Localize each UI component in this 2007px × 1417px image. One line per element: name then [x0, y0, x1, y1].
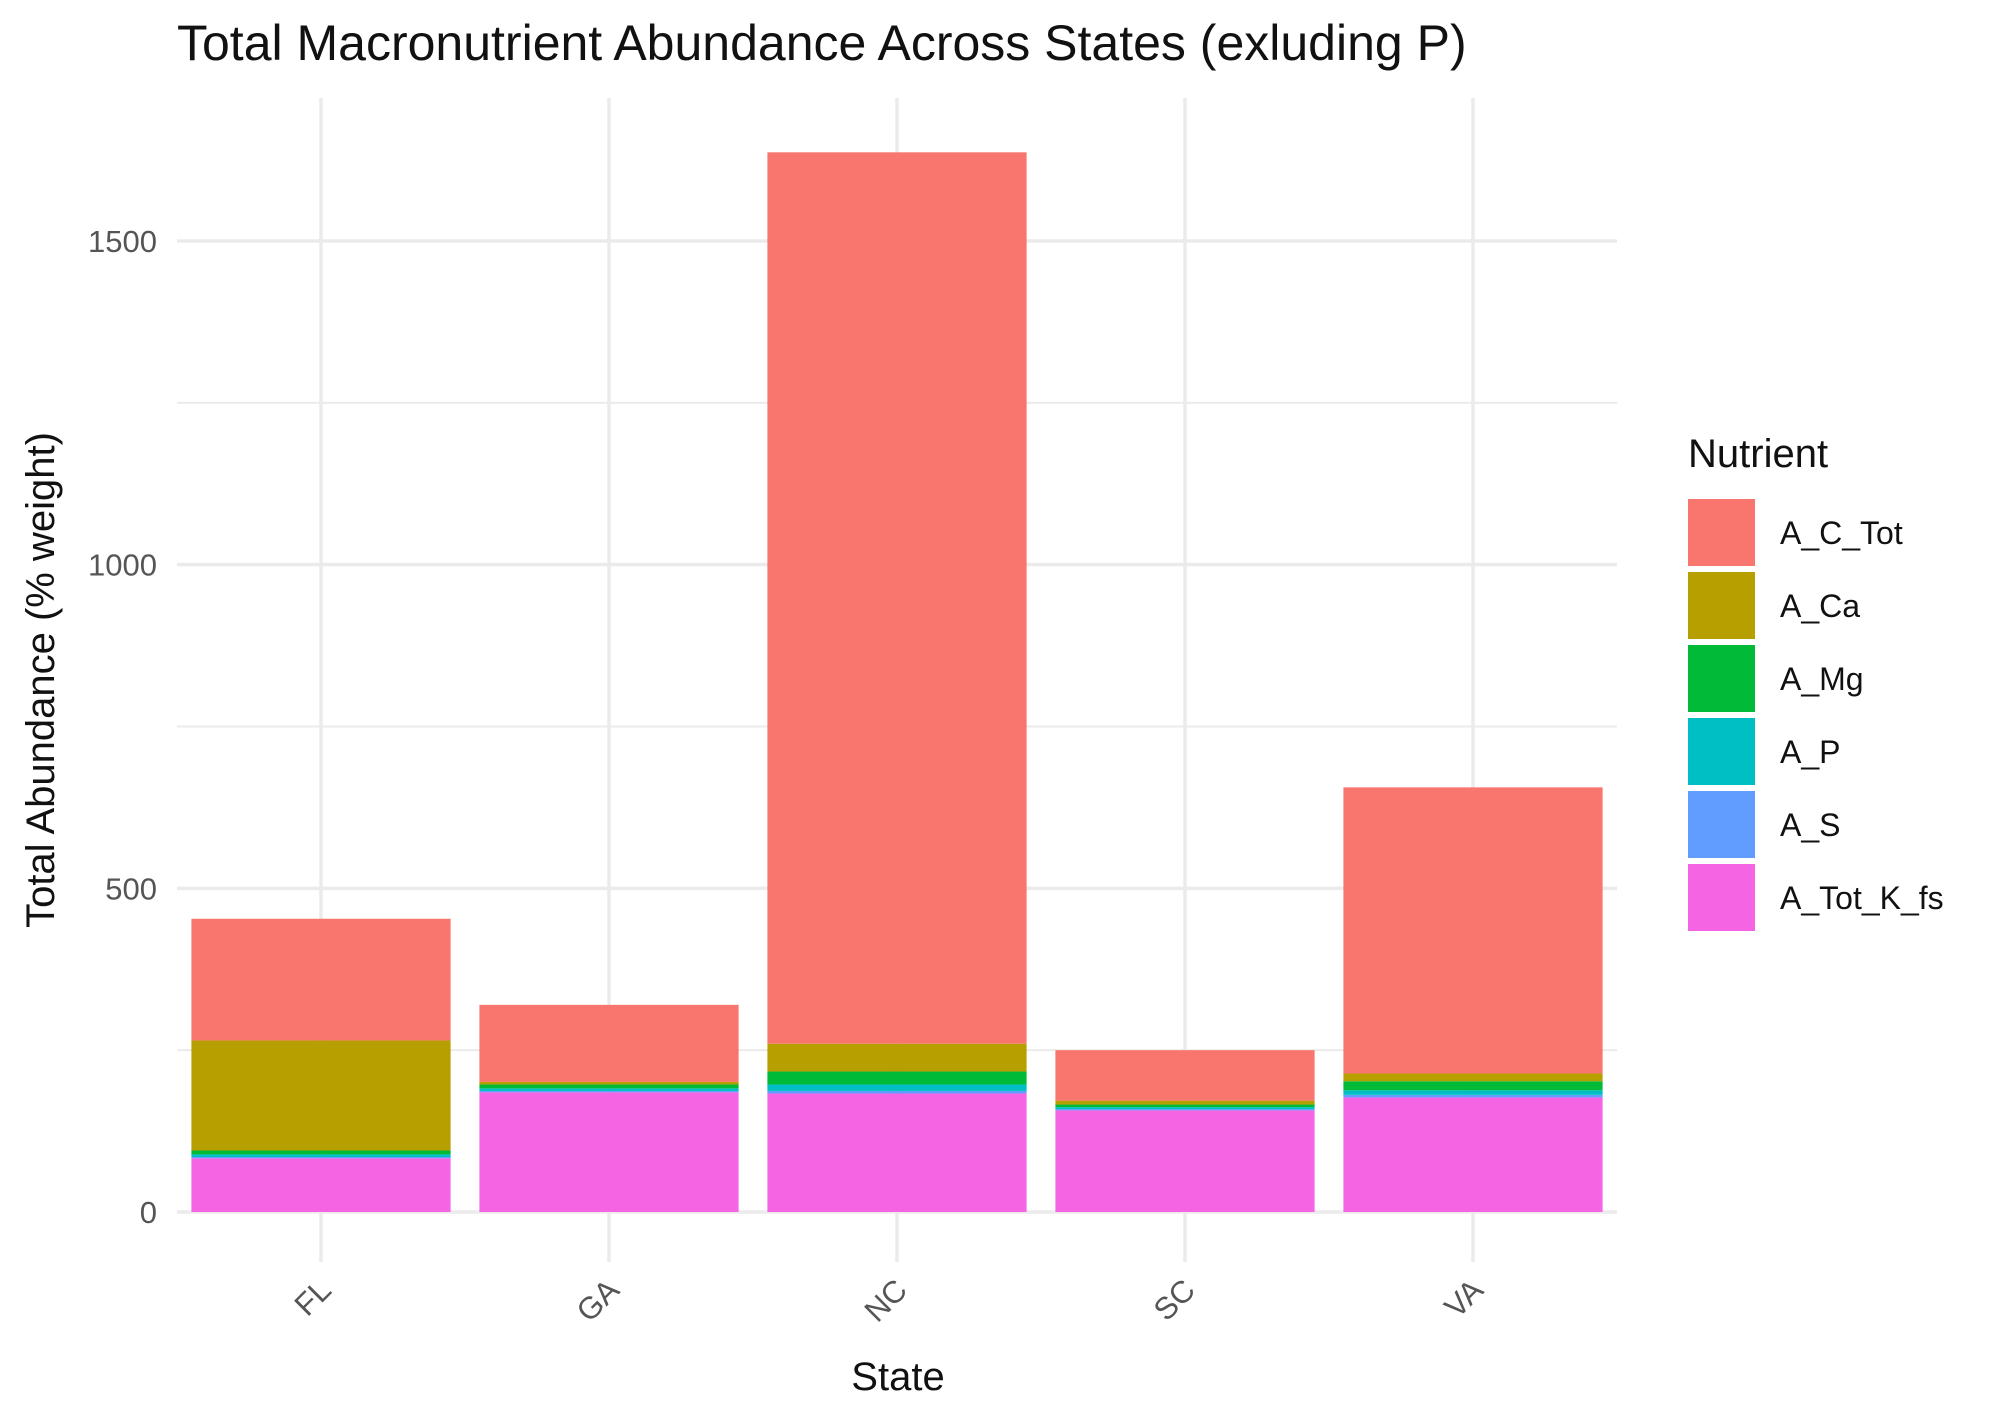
bar-segment — [1055, 1050, 1315, 1101]
bar-segment — [479, 1092, 739, 1212]
bar-segment — [191, 1158, 451, 1212]
legend-label: A_Ca — [1780, 588, 1860, 624]
legend-label: A_Mg — [1780, 661, 1864, 697]
bar-segment — [191, 1154, 451, 1157]
y-axis-ticks: 0 500 1000 1500 — [88, 224, 157, 1230]
bar-segment — [1055, 1104, 1315, 1108]
bar-segment — [479, 1084, 739, 1089]
bar-segment — [191, 918, 451, 1041]
bar-segment — [767, 1043, 1027, 1072]
bar-segment — [767, 152, 1027, 1044]
bar-segment — [479, 1004, 739, 1082]
bar-segment — [191, 1040, 451, 1151]
x-axis-title: State — [851, 1355, 944, 1399]
bar-segment — [767, 1084, 1027, 1091]
legend-swatch — [1688, 572, 1755, 639]
bar-segment — [1343, 1090, 1603, 1095]
x-tick-label: GA — [570, 1272, 627, 1329]
legend-swatch — [1688, 718, 1755, 785]
x-axis-ticks: FL GA NC SC VA — [288, 1272, 1491, 1329]
chart-title: Total Macronutrient Abundance Across Sta… — [177, 15, 1467, 71]
bar-segment — [1343, 1097, 1603, 1212]
x-tick-label: SC — [1147, 1272, 1202, 1327]
y-tick-label: 500 — [105, 871, 157, 906]
bar-segment — [479, 1081, 739, 1085]
x-tick-label: FL — [288, 1272, 338, 1322]
legend-label: A_Tot_K_fs — [1780, 880, 1944, 916]
y-tick-label: 1000 — [88, 548, 157, 583]
bar-segment — [1055, 1109, 1315, 1111]
bar-segment — [1055, 1107, 1315, 1110]
legend-items: A_C_Tot A_Ca A_Mg A_P A_S A_Tot_K_fs — [1688, 499, 1944, 931]
bar-segment — [1343, 1094, 1603, 1098]
bar-segment — [1343, 787, 1603, 1074]
y-tick-label: 1500 — [88, 224, 157, 259]
legend-swatch — [1688, 791, 1755, 858]
bar-segment — [1343, 1081, 1603, 1091]
legend-label: A_C_Tot — [1780, 515, 1903, 551]
bar-segment — [1343, 1073, 1603, 1082]
bar-segment — [767, 1090, 1027, 1094]
bar-segment — [767, 1093, 1027, 1212]
legend-swatch — [1688, 864, 1755, 931]
y-tick-label: 0 — [140, 1195, 157, 1230]
bar-segment — [1055, 1110, 1315, 1212]
bars — [191, 152, 1603, 1212]
legend: Nutrient A_C_Tot A_Ca A_Mg A_P A_S A_Tot_K_fs — [1688, 432, 1944, 931]
y-axis-title: Total Abundance (% weight) — [19, 432, 63, 928]
bar-segment — [479, 1088, 739, 1091]
legend-swatch — [1688, 499, 1755, 566]
legend-label: A_S — [1780, 807, 1840, 843]
legend-swatch — [1688, 645, 1755, 712]
x-tick-label: VA — [1438, 1272, 1491, 1325]
legend-title: Nutrient — [1688, 432, 1828, 476]
legend-label: A_P — [1780, 734, 1840, 770]
bar-segment — [767, 1071, 1027, 1085]
bar-segment — [479, 1090, 739, 1093]
x-tick-label: NC — [858, 1272, 914, 1328]
bar-segment — [191, 1156, 451, 1159]
bar-segment — [191, 1150, 451, 1155]
bar-segment — [1055, 1100, 1315, 1105]
